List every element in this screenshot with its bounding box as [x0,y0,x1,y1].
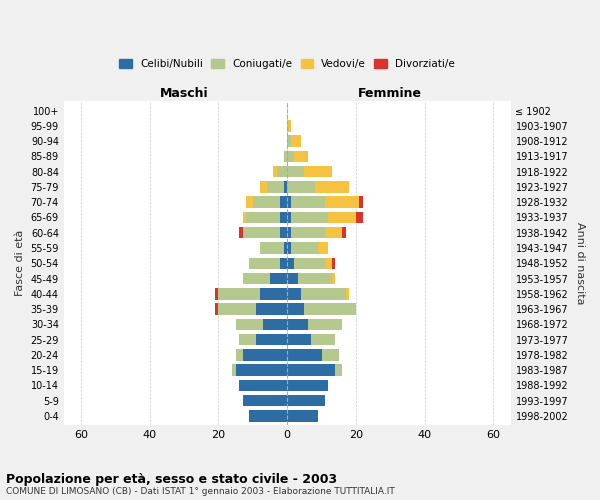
Bar [218,288,260,300]
Bar [284,150,287,162]
Bar [256,304,287,315]
Bar [287,120,290,132]
Text: Popolazione per età, sesso e stato civile - 2003: Popolazione per età, sesso e stato civil… [6,472,337,486]
Bar [314,181,349,192]
Y-axis label: Fasce di età: Fasce di età [15,230,25,296]
Bar [287,258,294,269]
Bar [256,334,287,345]
Bar [242,349,287,360]
Y-axis label: Anni di nascita: Anni di nascita [575,222,585,304]
Bar [236,318,263,330]
Bar [287,380,328,391]
Bar [253,196,280,208]
Bar [290,227,325,238]
Bar [242,212,246,223]
Bar [242,227,280,238]
Bar [260,242,284,254]
Bar [287,212,290,223]
Bar [328,212,356,223]
Bar [239,227,242,238]
Bar [232,364,236,376]
Bar [274,166,277,177]
Bar [322,349,339,360]
Bar [287,242,290,254]
Bar [308,318,342,330]
Bar [266,181,284,192]
Bar [242,273,270,284]
Bar [342,227,346,238]
Bar [280,212,287,223]
Bar [287,136,290,147]
Bar [294,258,325,269]
Bar [287,166,304,177]
Bar [284,181,287,192]
Bar [280,227,287,238]
Bar [287,364,335,376]
Bar [325,258,332,269]
Bar [260,288,287,300]
Bar [287,196,290,208]
Bar [218,304,256,315]
Bar [250,258,280,269]
Bar [246,196,253,208]
Bar [290,242,318,254]
Bar [277,166,287,177]
Bar [270,273,287,284]
Bar [239,334,256,345]
Bar [332,273,335,284]
Bar [359,196,363,208]
Bar [311,334,335,345]
Bar [287,334,311,345]
Bar [287,227,290,238]
Bar [263,318,287,330]
Bar [287,395,325,406]
Bar [287,273,298,284]
Bar [346,288,349,300]
Bar [335,364,342,376]
Bar [287,304,304,315]
Bar [287,181,314,192]
Bar [301,288,346,300]
Bar [332,258,335,269]
Bar [236,349,242,360]
Bar [246,212,280,223]
Text: Maschi: Maschi [160,87,208,100]
Bar [290,196,325,208]
Bar [287,318,308,330]
Bar [325,227,342,238]
Bar [298,273,332,284]
Bar [290,212,328,223]
Bar [304,304,356,315]
Bar [215,304,218,315]
Bar [294,150,308,162]
Bar [287,150,294,162]
Bar [287,349,322,360]
Bar [280,258,287,269]
Bar [325,196,359,208]
Bar [242,395,287,406]
Legend: Celibi/Nubili, Coniugati/e, Vedovi/e, Divorziati/e: Celibi/Nubili, Coniugati/e, Vedovi/e, Di… [115,55,459,74]
Bar [287,288,301,300]
Bar [236,364,287,376]
Bar [304,166,332,177]
Bar [287,410,318,422]
Text: COMUNE DI LIMOSANO (CB) - Dati ISTAT 1° gennaio 2003 - Elaborazione TUTTITALIA.I: COMUNE DI LIMOSANO (CB) - Dati ISTAT 1° … [6,488,395,496]
Bar [284,242,287,254]
Bar [356,212,363,223]
Bar [239,380,287,391]
Bar [280,196,287,208]
Bar [260,181,266,192]
Bar [290,136,301,147]
Bar [250,410,287,422]
Bar [318,242,328,254]
Bar [215,288,218,300]
Text: Femmine: Femmine [358,87,422,100]
